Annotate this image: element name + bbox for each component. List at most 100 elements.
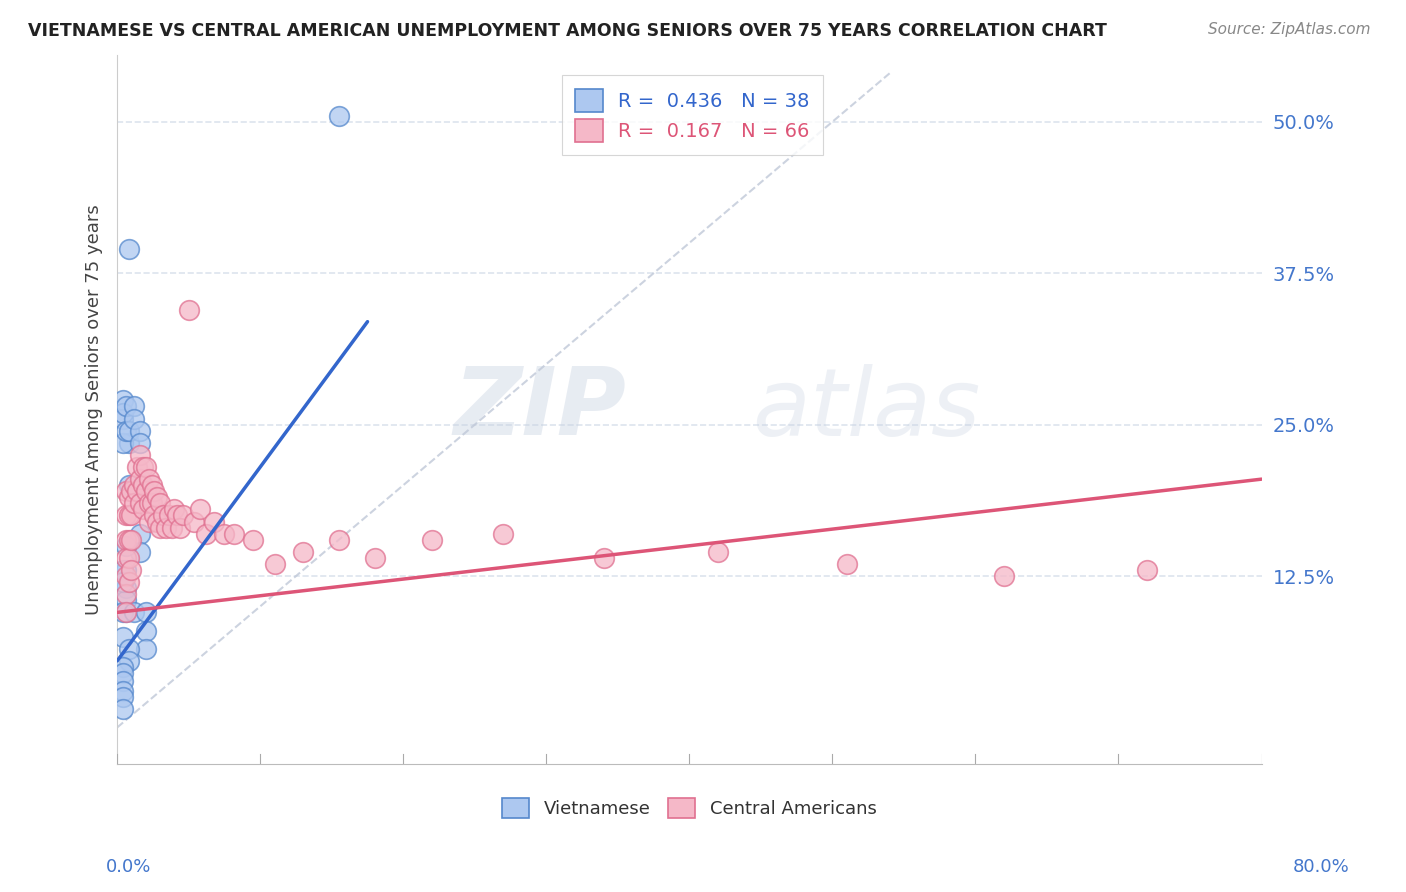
Point xyxy=(117,508,139,523)
Point xyxy=(132,478,155,492)
Point xyxy=(129,545,152,559)
Point xyxy=(138,515,160,529)
Point xyxy=(135,606,157,620)
Point xyxy=(114,484,136,499)
Point xyxy=(129,496,152,510)
Point xyxy=(124,606,146,620)
Point xyxy=(117,424,139,438)
Point xyxy=(117,533,139,547)
Point xyxy=(114,424,136,438)
Point xyxy=(204,515,226,529)
Point xyxy=(163,502,186,516)
Point xyxy=(111,630,134,644)
Point xyxy=(111,660,134,674)
Point xyxy=(135,624,157,638)
Point xyxy=(111,665,134,680)
Point xyxy=(328,533,350,547)
Point xyxy=(138,496,160,510)
Point xyxy=(592,550,614,565)
Point xyxy=(111,690,134,705)
Point xyxy=(141,478,163,492)
Point xyxy=(114,569,136,583)
Point xyxy=(363,550,385,565)
Point xyxy=(135,641,157,656)
Point xyxy=(224,526,246,541)
Point xyxy=(143,484,166,499)
Point xyxy=(188,502,211,516)
Point xyxy=(114,508,136,523)
Text: 0.0%: 0.0% xyxy=(105,858,150,876)
Point xyxy=(707,545,730,559)
Point xyxy=(129,448,152,462)
Point xyxy=(152,508,174,523)
Point xyxy=(127,460,149,475)
Point xyxy=(135,484,157,499)
Point xyxy=(141,496,163,510)
Point xyxy=(121,484,143,499)
Point xyxy=(993,569,1015,583)
Point xyxy=(117,491,139,505)
Point xyxy=(328,109,350,123)
Point xyxy=(166,508,188,523)
Point xyxy=(114,606,136,620)
Point xyxy=(114,550,136,565)
Point xyxy=(129,472,152,486)
Point xyxy=(132,460,155,475)
Point xyxy=(214,526,236,541)
Point xyxy=(114,593,136,607)
Point xyxy=(149,520,172,534)
Point xyxy=(117,550,139,565)
Point xyxy=(121,533,143,547)
Point xyxy=(114,533,136,547)
Point xyxy=(194,526,217,541)
Text: atlas: atlas xyxy=(752,364,980,455)
Point xyxy=(169,520,191,534)
Point xyxy=(111,563,134,577)
Point xyxy=(135,460,157,475)
Point xyxy=(121,563,143,577)
Point xyxy=(111,702,134,716)
Text: ZIP: ZIP xyxy=(454,363,627,456)
Point xyxy=(117,478,139,492)
Point xyxy=(143,508,166,523)
Point xyxy=(155,520,177,534)
Point xyxy=(149,496,172,510)
Point xyxy=(146,515,169,529)
Y-axis label: Unemployment Among Seniors over 75 years: Unemployment Among Seniors over 75 years xyxy=(86,204,103,615)
Point xyxy=(177,302,200,317)
Point xyxy=(263,557,285,571)
Text: 80.0%: 80.0% xyxy=(1294,858,1350,876)
Point xyxy=(1136,563,1159,577)
Point xyxy=(124,496,146,510)
Point xyxy=(121,508,143,523)
Point xyxy=(114,587,136,601)
Point xyxy=(129,526,152,541)
Point xyxy=(129,435,152,450)
Point xyxy=(111,674,134,689)
Point xyxy=(124,478,146,492)
Point xyxy=(114,539,136,553)
Point xyxy=(117,435,139,450)
Point xyxy=(111,405,134,419)
Point xyxy=(117,641,139,656)
Point xyxy=(129,424,152,438)
Point xyxy=(114,606,136,620)
Point xyxy=(492,526,515,541)
Point xyxy=(111,606,134,620)
Point xyxy=(111,411,134,425)
Point xyxy=(124,400,146,414)
Point xyxy=(127,484,149,499)
Point xyxy=(117,242,139,256)
Point xyxy=(111,435,134,450)
Point xyxy=(146,491,169,505)
Point xyxy=(835,557,858,571)
Point xyxy=(132,502,155,516)
Point xyxy=(114,400,136,414)
Point xyxy=(157,508,180,523)
Point xyxy=(160,520,183,534)
Point xyxy=(183,515,205,529)
Point xyxy=(242,533,264,547)
Point xyxy=(111,393,134,408)
Point xyxy=(138,472,160,486)
Text: Source: ZipAtlas.com: Source: ZipAtlas.com xyxy=(1208,22,1371,37)
